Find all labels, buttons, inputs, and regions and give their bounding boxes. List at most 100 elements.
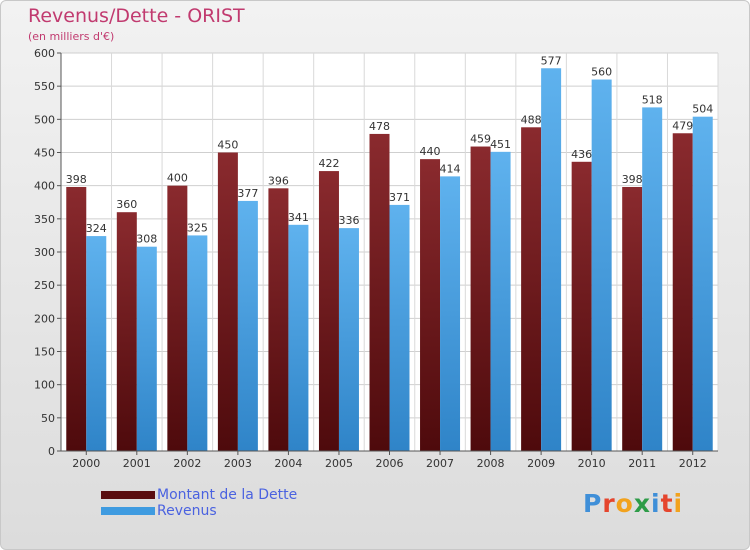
value-label-revenue: 377 [237,187,258,200]
proxiti-logo: Proxiti [583,489,683,518]
bar-debt [571,161,592,451]
legend: Montant de la Dette Revenus [101,487,297,519]
bar-debt [217,152,238,451]
value-label-revenue: 371 [389,191,410,204]
bar-debt [116,212,137,451]
bar-revenue [591,79,612,452]
logo-letter: i [651,489,661,518]
value-label-debt: 436 [571,148,592,161]
value-label-revenue: 308 [136,233,157,246]
x-tick-label: 2010 [578,457,606,470]
x-tick-label: 2004 [274,457,302,470]
bar-debt [521,127,542,451]
value-label-revenue: 577 [541,54,562,67]
value-label-revenue: 560 [591,66,612,79]
logo-letter: P [583,489,603,518]
bars [66,68,713,452]
logo-letter: i [673,489,684,518]
y-tick-label: 100 [34,379,55,392]
value-label-debt: 396 [268,174,289,187]
x-tick-label: 2000 [72,457,100,470]
y-tick-label: 500 [34,113,55,126]
legend-item-debt: Montant de la Dette [101,487,297,503]
bar-debt [318,171,339,451]
x-tick-label: 2001 [123,457,151,470]
chart-title: Revenus/Dette - ORIST [28,5,245,27]
value-label-revenue: 414 [440,162,461,175]
legend-label-revenue: Revenus [157,503,217,519]
logo-letter: t [660,489,674,518]
x-tick-label: 2008 [477,457,505,470]
bar-debt [470,146,491,451]
y-tick-label: 200 [34,312,55,325]
legend-swatch-debt [101,491,155,499]
value-label-revenue: 336 [338,214,359,227]
bar-revenue [389,204,410,451]
chart-subtitle: (en milliers d'€) [28,30,115,43]
bar-revenue [288,224,309,451]
bar-revenue [692,116,713,452]
bar-revenue [136,246,157,451]
y-tick-label: 350 [34,213,55,226]
bar-revenue [338,228,359,451]
x-tick-label: 2007 [426,457,454,470]
logo-letter: r [602,489,616,518]
value-label-debt: 488 [521,113,542,126]
value-label-revenue: 518 [642,93,663,106]
x-tick-label: 2003 [224,457,252,470]
value-label-revenue: 341 [288,211,309,224]
x-tick-label: 2005 [325,457,353,470]
value-label-debt: 422 [318,157,339,170]
y-tick-label: 550 [34,80,55,93]
y-tick-label: 450 [34,147,55,160]
bar-revenue [541,68,562,452]
y-tick-label: 0 [48,445,55,458]
x-tick-label: 2011 [628,457,656,470]
bar-debt [420,159,441,451]
value-label-debt: 450 [217,139,238,152]
bar-debt [167,185,188,451]
bar-revenue [187,235,208,451]
y-tick-label: 400 [34,180,55,193]
data-labels: 398 324 360 308 400 325 450 377 396 341 422 336 478 3… [66,54,713,245]
x-tick-label: 2002 [173,457,201,470]
x-tick-label: 2009 [527,457,555,470]
y-tick-label: 300 [34,246,55,259]
value-label-debt: 398 [66,173,87,186]
bar-revenue [237,200,258,451]
bar-debt [268,188,289,451]
legend-swatch-revenue [101,507,155,515]
value-label-debt: 440 [420,145,441,158]
value-label-revenue: 451 [490,138,511,151]
y-tick-label: 50 [41,412,55,425]
value-label-debt: 398 [622,173,643,186]
y-tick-label: 250 [34,279,55,292]
logo-letter: x [633,489,651,518]
value-label-debt: 360 [116,198,137,211]
x-tick-label: 2012 [679,457,707,470]
value-label-debt: 400 [167,172,188,185]
value-label-debt: 478 [369,120,390,133]
legend-label-debt: Montant de la Dette [157,487,298,503]
x-tick-label: 2006 [376,457,404,470]
bar-revenue [642,107,663,451]
axes: 0 50 100 150 200 250 300 350 400 450 500 550 600 2000… [34,47,718,470]
bar-debt [622,186,643,451]
value-label-debt: 459 [470,133,491,146]
value-label-revenue: 504 [692,103,713,116]
y-tick-label: 600 [34,47,55,60]
value-label-revenue: 325 [187,221,208,234]
bar-debt [672,133,693,451]
logo-letter: o [615,489,634,518]
value-label-revenue: 324 [86,222,107,235]
y-tick-label: 150 [34,346,55,359]
bar-debt [66,186,87,451]
bar-debt [369,133,390,451]
legend-item-revenue: Revenus [101,503,297,519]
bar-revenue [490,151,511,451]
bar-revenue [86,236,107,451]
bar-revenue [440,176,461,451]
value-label-debt: 479 [672,119,693,132]
